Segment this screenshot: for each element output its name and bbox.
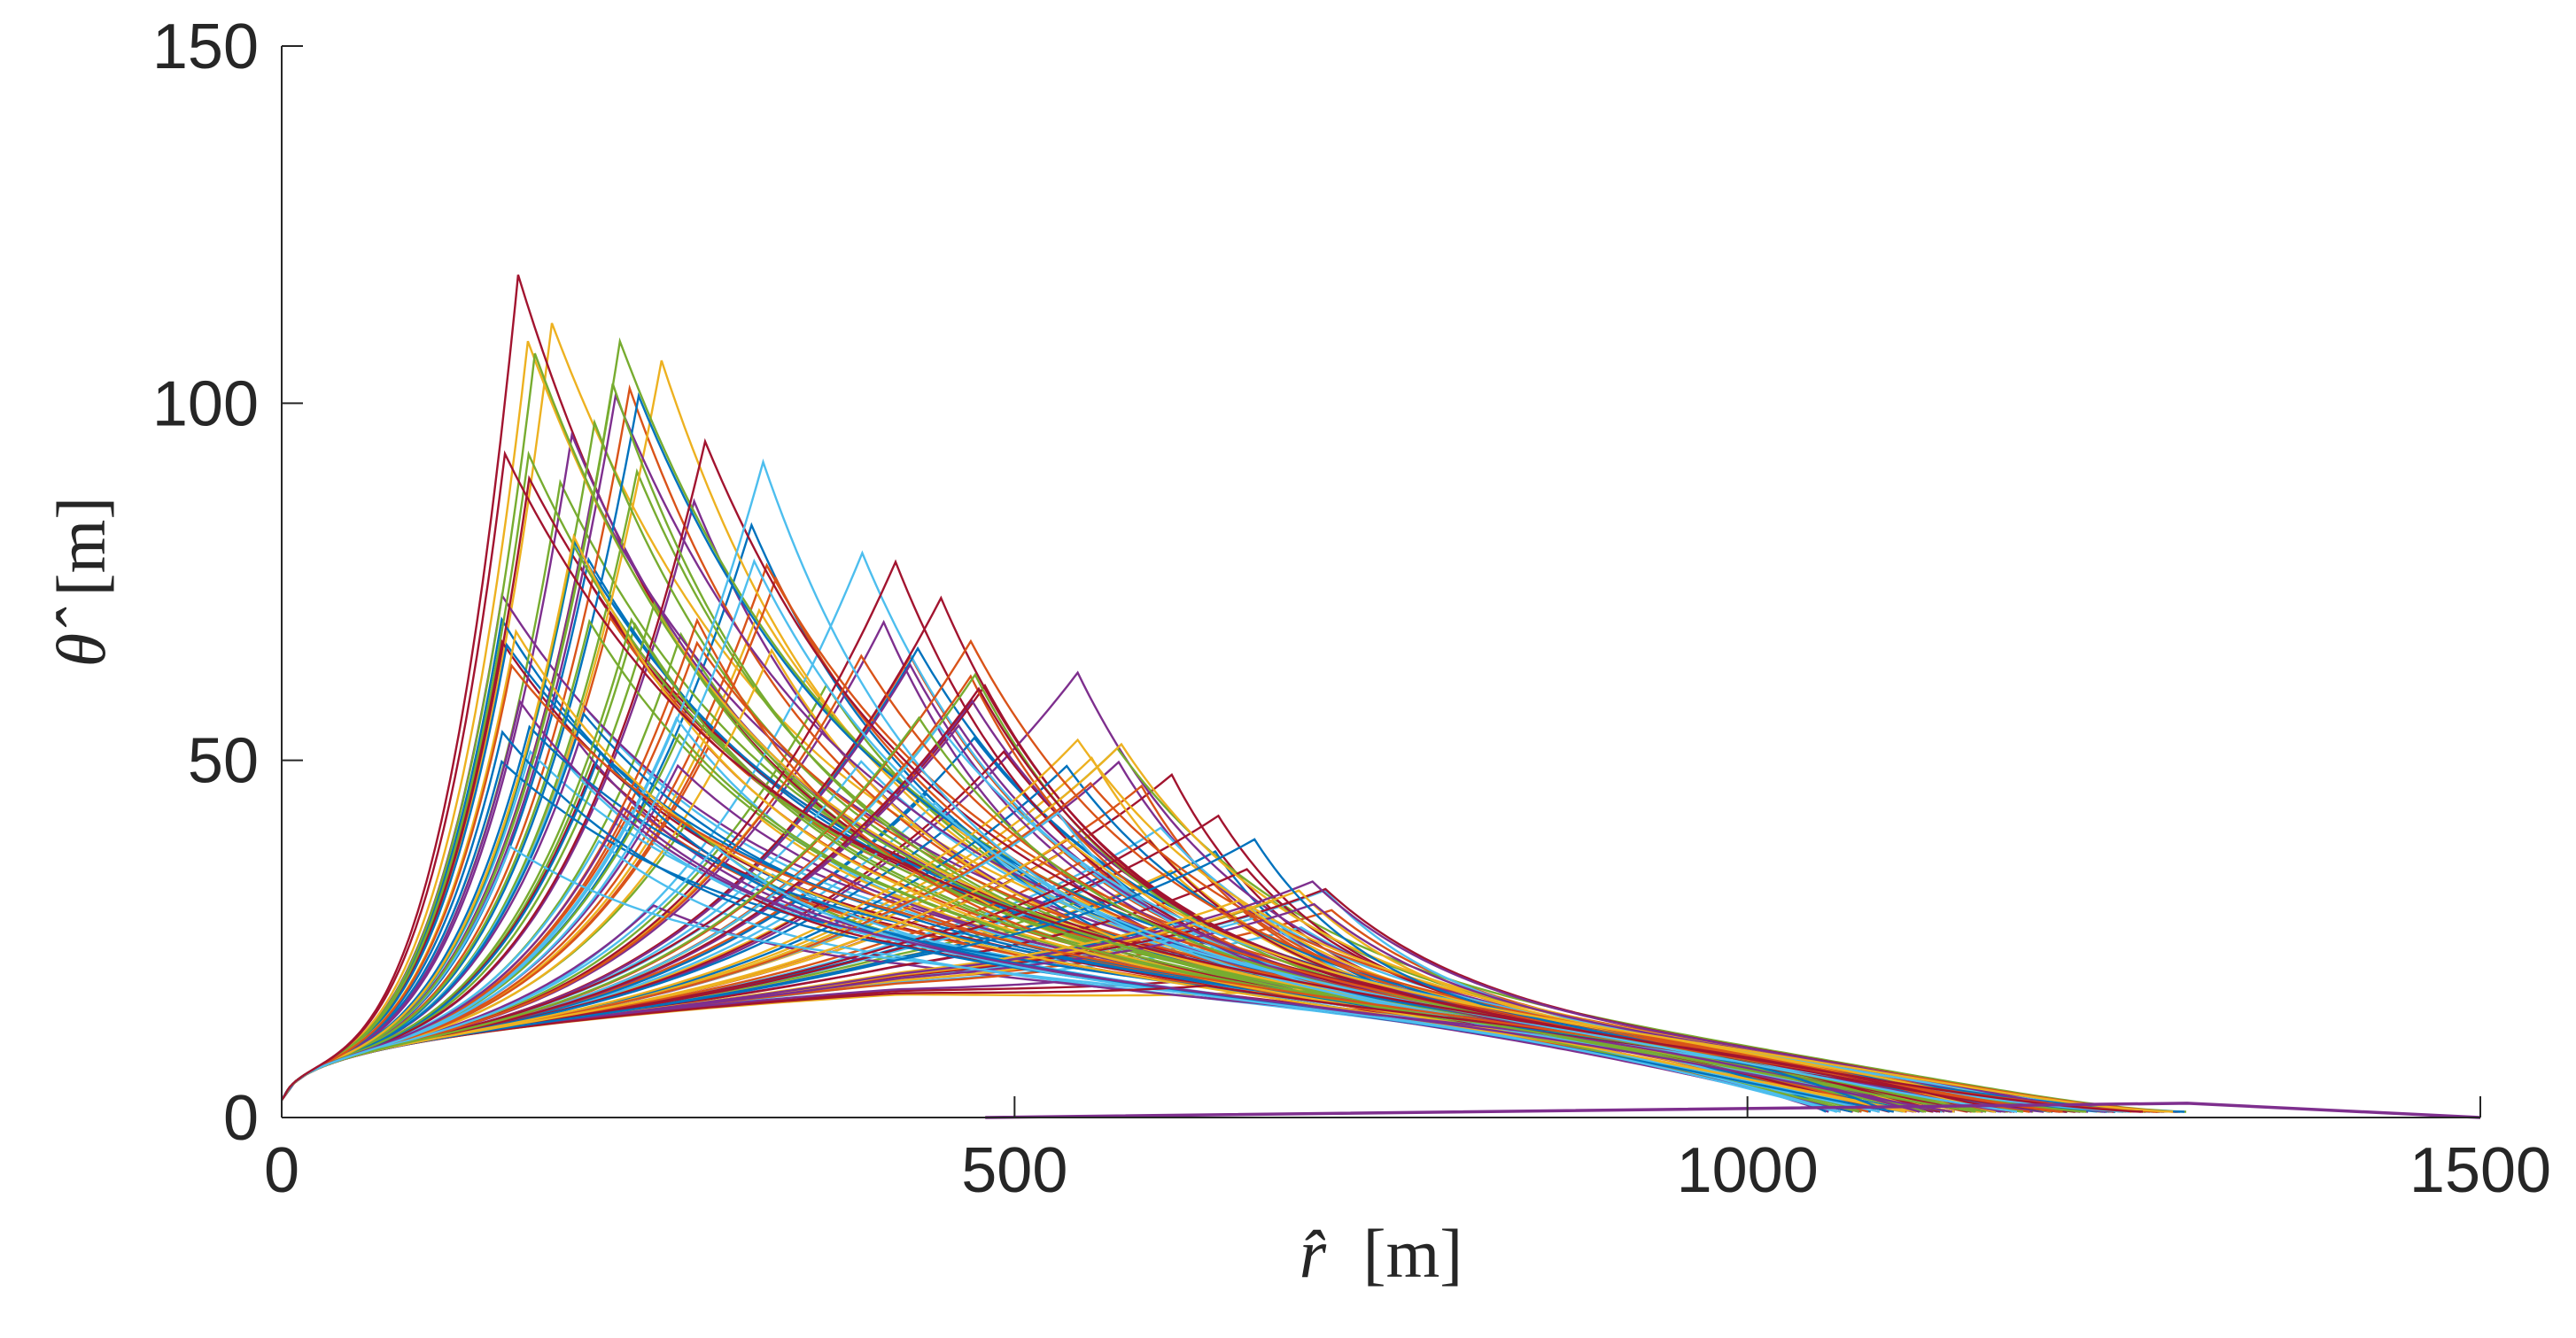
series-layer — [280, 275, 2481, 1119]
y-axis-label: θ̂ [m] — [43, 497, 120, 667]
trajectory-line — [280, 845, 1838, 1113]
x-tick-label-1000: 1000 — [1677, 1135, 1819, 1206]
y-tick-label-150: 150 — [152, 12, 259, 82]
x-tick-label-500: 500 — [961, 1135, 1067, 1206]
baseline-series-line — [985, 1102, 2481, 1119]
x-tick-label-0: 0 — [264, 1135, 299, 1206]
trajectory-line — [280, 600, 1980, 1113]
y-tick-label-50: 50 — [188, 726, 259, 797]
x-tick-label-1500: 1500 — [2409, 1135, 2551, 1206]
trajectory-line — [280, 539, 2161, 1113]
y-tick-label-0: 0 — [223, 1083, 259, 1154]
trajectory-line — [280, 383, 1859, 1113]
trajectory-line — [280, 616, 1976, 1113]
y-tick-label-100: 100 — [152, 368, 259, 439]
x-axis-label-unit: [m] — [1363, 1215, 1463, 1292]
x-ticks: 0 500 1000 1500 — [264, 1096, 2551, 1206]
x-axis-label: r̂ [m] — [1300, 1215, 1463, 1292]
trajectory-line — [281, 838, 2174, 1113]
trajectory-line — [280, 558, 2018, 1113]
trajectory-line — [280, 618, 1997, 1113]
trajectory-line — [281, 450, 2144, 1113]
trajectory-line — [280, 576, 2030, 1113]
trajectory-line — [280, 806, 1952, 1113]
y-ticks: 0 50 100 150 — [152, 12, 303, 1154]
x-axis-label-symbol: r̂ — [1300, 1215, 1327, 1292]
axes: 0 500 1000 1500 0 50 100 150 — [152, 12, 2551, 1206]
trajectory-line — [281, 662, 2159, 1113]
trajectory-line — [280, 533, 1906, 1113]
y-axis-label-unit: [m] — [43, 497, 120, 597]
trajectory-line — [280, 352, 1951, 1113]
trajectory-line — [280, 724, 2153, 1113]
plot-area: 0 500 1000 1500 0 50 100 150 r̂ [m] θ̂ [m] — [43, 12, 2551, 1292]
y-axis-label-symbol: θ̂ — [43, 607, 120, 667]
